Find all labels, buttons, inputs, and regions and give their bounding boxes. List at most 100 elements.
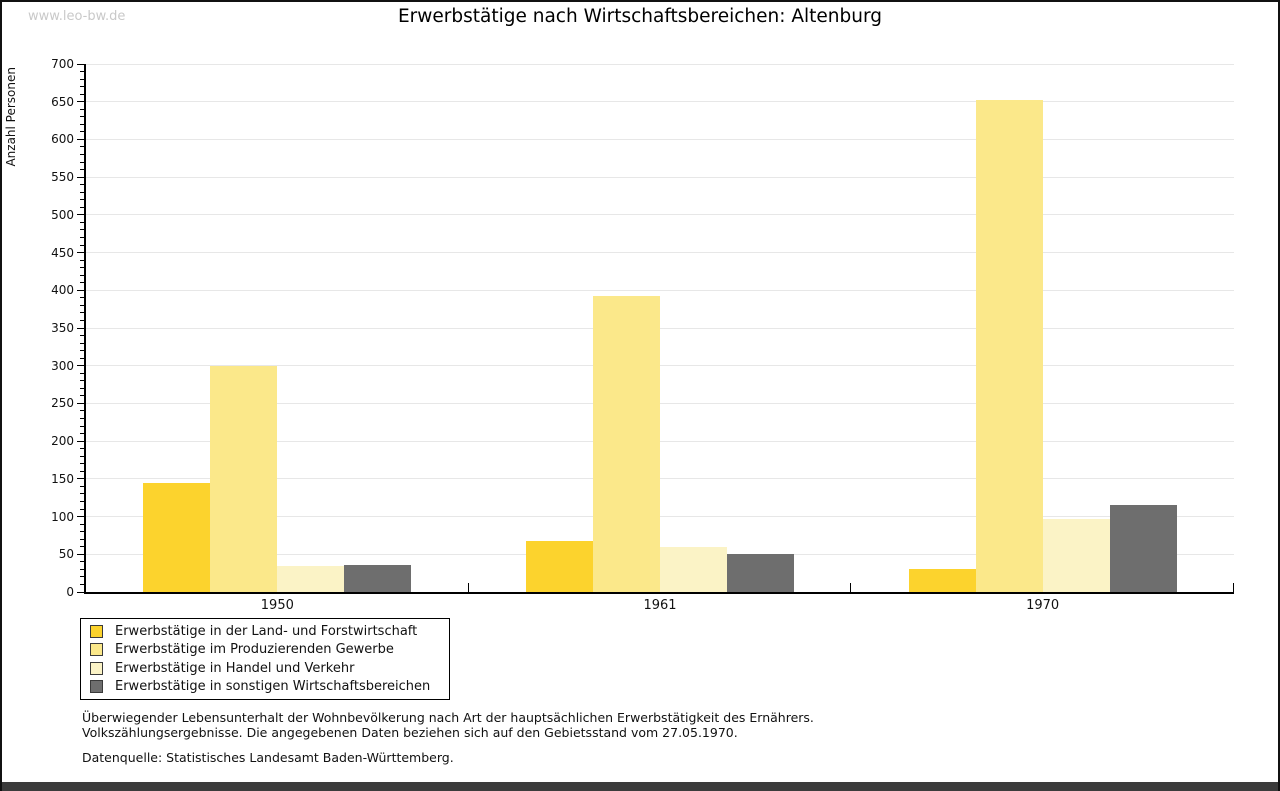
y-axis-minor-tick xyxy=(80,433,84,435)
y-axis-tick-label: 550 xyxy=(51,170,74,185)
y-axis-tick xyxy=(77,176,84,178)
y-axis-minor-tick xyxy=(80,380,84,382)
y-axis-minor-tick xyxy=(80,169,84,171)
y-axis-minor-tick xyxy=(80,418,84,420)
gridline xyxy=(86,101,1234,103)
gridline xyxy=(86,516,1234,518)
y-axis-tick-label: 150 xyxy=(51,471,74,486)
y-axis-tick xyxy=(77,516,84,518)
y-axis-tick xyxy=(77,402,84,404)
y-axis-minor-tick xyxy=(80,463,84,465)
bar xyxy=(344,564,412,592)
bar xyxy=(526,540,593,592)
y-axis-minor-tick xyxy=(80,576,84,578)
legend-label: Erwerbstätige in Handel und Verkehr xyxy=(115,660,355,676)
y-axis-minor-tick xyxy=(80,154,84,156)
window-bottom-border xyxy=(2,782,1278,791)
legend-item: Erwerbstätige in der Land- und Forstwirt… xyxy=(81,622,449,640)
gridline xyxy=(86,289,1234,291)
bar xyxy=(660,546,727,592)
legend-swatch xyxy=(90,643,103,657)
y-axis-minor-tick xyxy=(80,470,84,472)
footnote-line-1: Überwiegender Lebensunterhalt der Wohnbe… xyxy=(82,710,814,725)
y-axis-tick xyxy=(77,591,84,593)
bar xyxy=(593,295,660,592)
y-axis-minor-tick xyxy=(80,267,84,269)
legend-label: Erwerbstätige im Produzierenden Gewerbe xyxy=(115,642,394,658)
y-axis-title-text: Anzahl Personen xyxy=(4,67,18,167)
y-axis-minor-tick xyxy=(80,561,84,563)
y-axis-title: Anzahl Personen xyxy=(2,62,20,172)
y-axis-minor-tick xyxy=(80,531,84,533)
y-axis-tick-label: 0 xyxy=(66,585,74,599)
y-axis-tick-label: 250 xyxy=(51,396,74,411)
legend-swatch xyxy=(90,661,103,675)
legend-item: Erwerbstätige in Handel und Verkehr xyxy=(81,659,449,677)
bar xyxy=(1109,505,1177,592)
y-axis-tick-label: 500 xyxy=(51,207,74,222)
legend-label: Erwerbstätige in sonstigen Wirtschaftsbe… xyxy=(115,679,431,695)
y-axis-minor-tick xyxy=(80,282,84,284)
gridline xyxy=(86,252,1234,254)
y-axis-tick-label: 300 xyxy=(51,358,74,373)
gridline xyxy=(86,327,1234,329)
y-axis-minor-tick xyxy=(80,493,84,495)
y-axis-minor-tick xyxy=(80,319,84,321)
y-axis-tick xyxy=(77,365,84,367)
chart-title: Erwerbstätige nach Wirtschaftsbereichen:… xyxy=(397,6,883,27)
y-axis-tick-label: 200 xyxy=(51,434,74,449)
gridline xyxy=(86,440,1234,442)
gridline xyxy=(86,478,1234,480)
x-axis-tick xyxy=(850,583,852,592)
y-axis-minor-tick xyxy=(80,229,84,231)
y-axis-minor-tick xyxy=(80,546,84,548)
y-axis-tick-label: 450 xyxy=(51,245,74,260)
y-axis-minor-tick xyxy=(80,342,84,344)
y-axis-minor-tick xyxy=(80,501,84,502)
y-axis-minor-tick xyxy=(80,259,84,261)
y-axis-minor-tick xyxy=(80,131,84,133)
legend-item: Erwerbstätige im Produzierenden Gewerbe xyxy=(81,641,449,659)
y-axis-minor-tick xyxy=(80,387,84,389)
gridline xyxy=(86,402,1234,404)
y-axis-minor-tick xyxy=(80,357,84,359)
y-axis-minor-tick xyxy=(80,86,84,88)
bar xyxy=(908,569,976,592)
x-axis-label: 1950 xyxy=(260,598,294,613)
y-axis-minor-tick xyxy=(80,116,84,118)
y-axis-minor-tick xyxy=(80,568,84,570)
y-axis-tick xyxy=(77,478,84,480)
bar xyxy=(1042,518,1110,592)
y-axis-minor-tick xyxy=(80,146,84,148)
y-axis-minor-tick xyxy=(80,523,84,525)
y-axis-minor-tick xyxy=(80,191,84,193)
y-axis-minor-tick xyxy=(80,350,84,352)
y-axis-minor-tick xyxy=(80,425,84,427)
y-axis-minor-tick xyxy=(80,448,84,450)
x-axis-label: 1961 xyxy=(643,598,677,613)
y-axis-minor-tick xyxy=(80,312,84,314)
y-axis-minor-tick xyxy=(80,93,84,95)
bar xyxy=(143,483,211,592)
watermark: www.leo-bw.de xyxy=(28,9,126,24)
y-axis-minor-tick xyxy=(80,395,84,397)
y-axis-tick xyxy=(77,553,84,555)
y-axis-tick-label: 50 xyxy=(58,547,74,562)
y-axis-tick-label: 700 xyxy=(51,57,74,71)
y-axis-minor-tick xyxy=(80,206,84,208)
y-axis-tick xyxy=(77,289,84,291)
y-axis-minor-tick xyxy=(80,274,84,276)
x-axis-tick xyxy=(1233,583,1234,592)
y-axis-minor-tick xyxy=(80,71,84,73)
legend-box: Erwerbstätige in der Land- und Forstwirt… xyxy=(80,618,450,700)
legend-swatch xyxy=(90,680,103,694)
y-axis-minor-tick xyxy=(80,485,84,487)
y-axis-minor-tick xyxy=(80,78,84,80)
x-axis-label: 1970 xyxy=(1026,598,1060,613)
legend-swatch xyxy=(90,624,103,638)
x-axis-tick xyxy=(467,583,469,592)
footnote: Überwiegender Lebensunterhalt der Wohnbe… xyxy=(82,710,814,740)
gridline xyxy=(86,138,1234,140)
gridline xyxy=(86,214,1234,216)
